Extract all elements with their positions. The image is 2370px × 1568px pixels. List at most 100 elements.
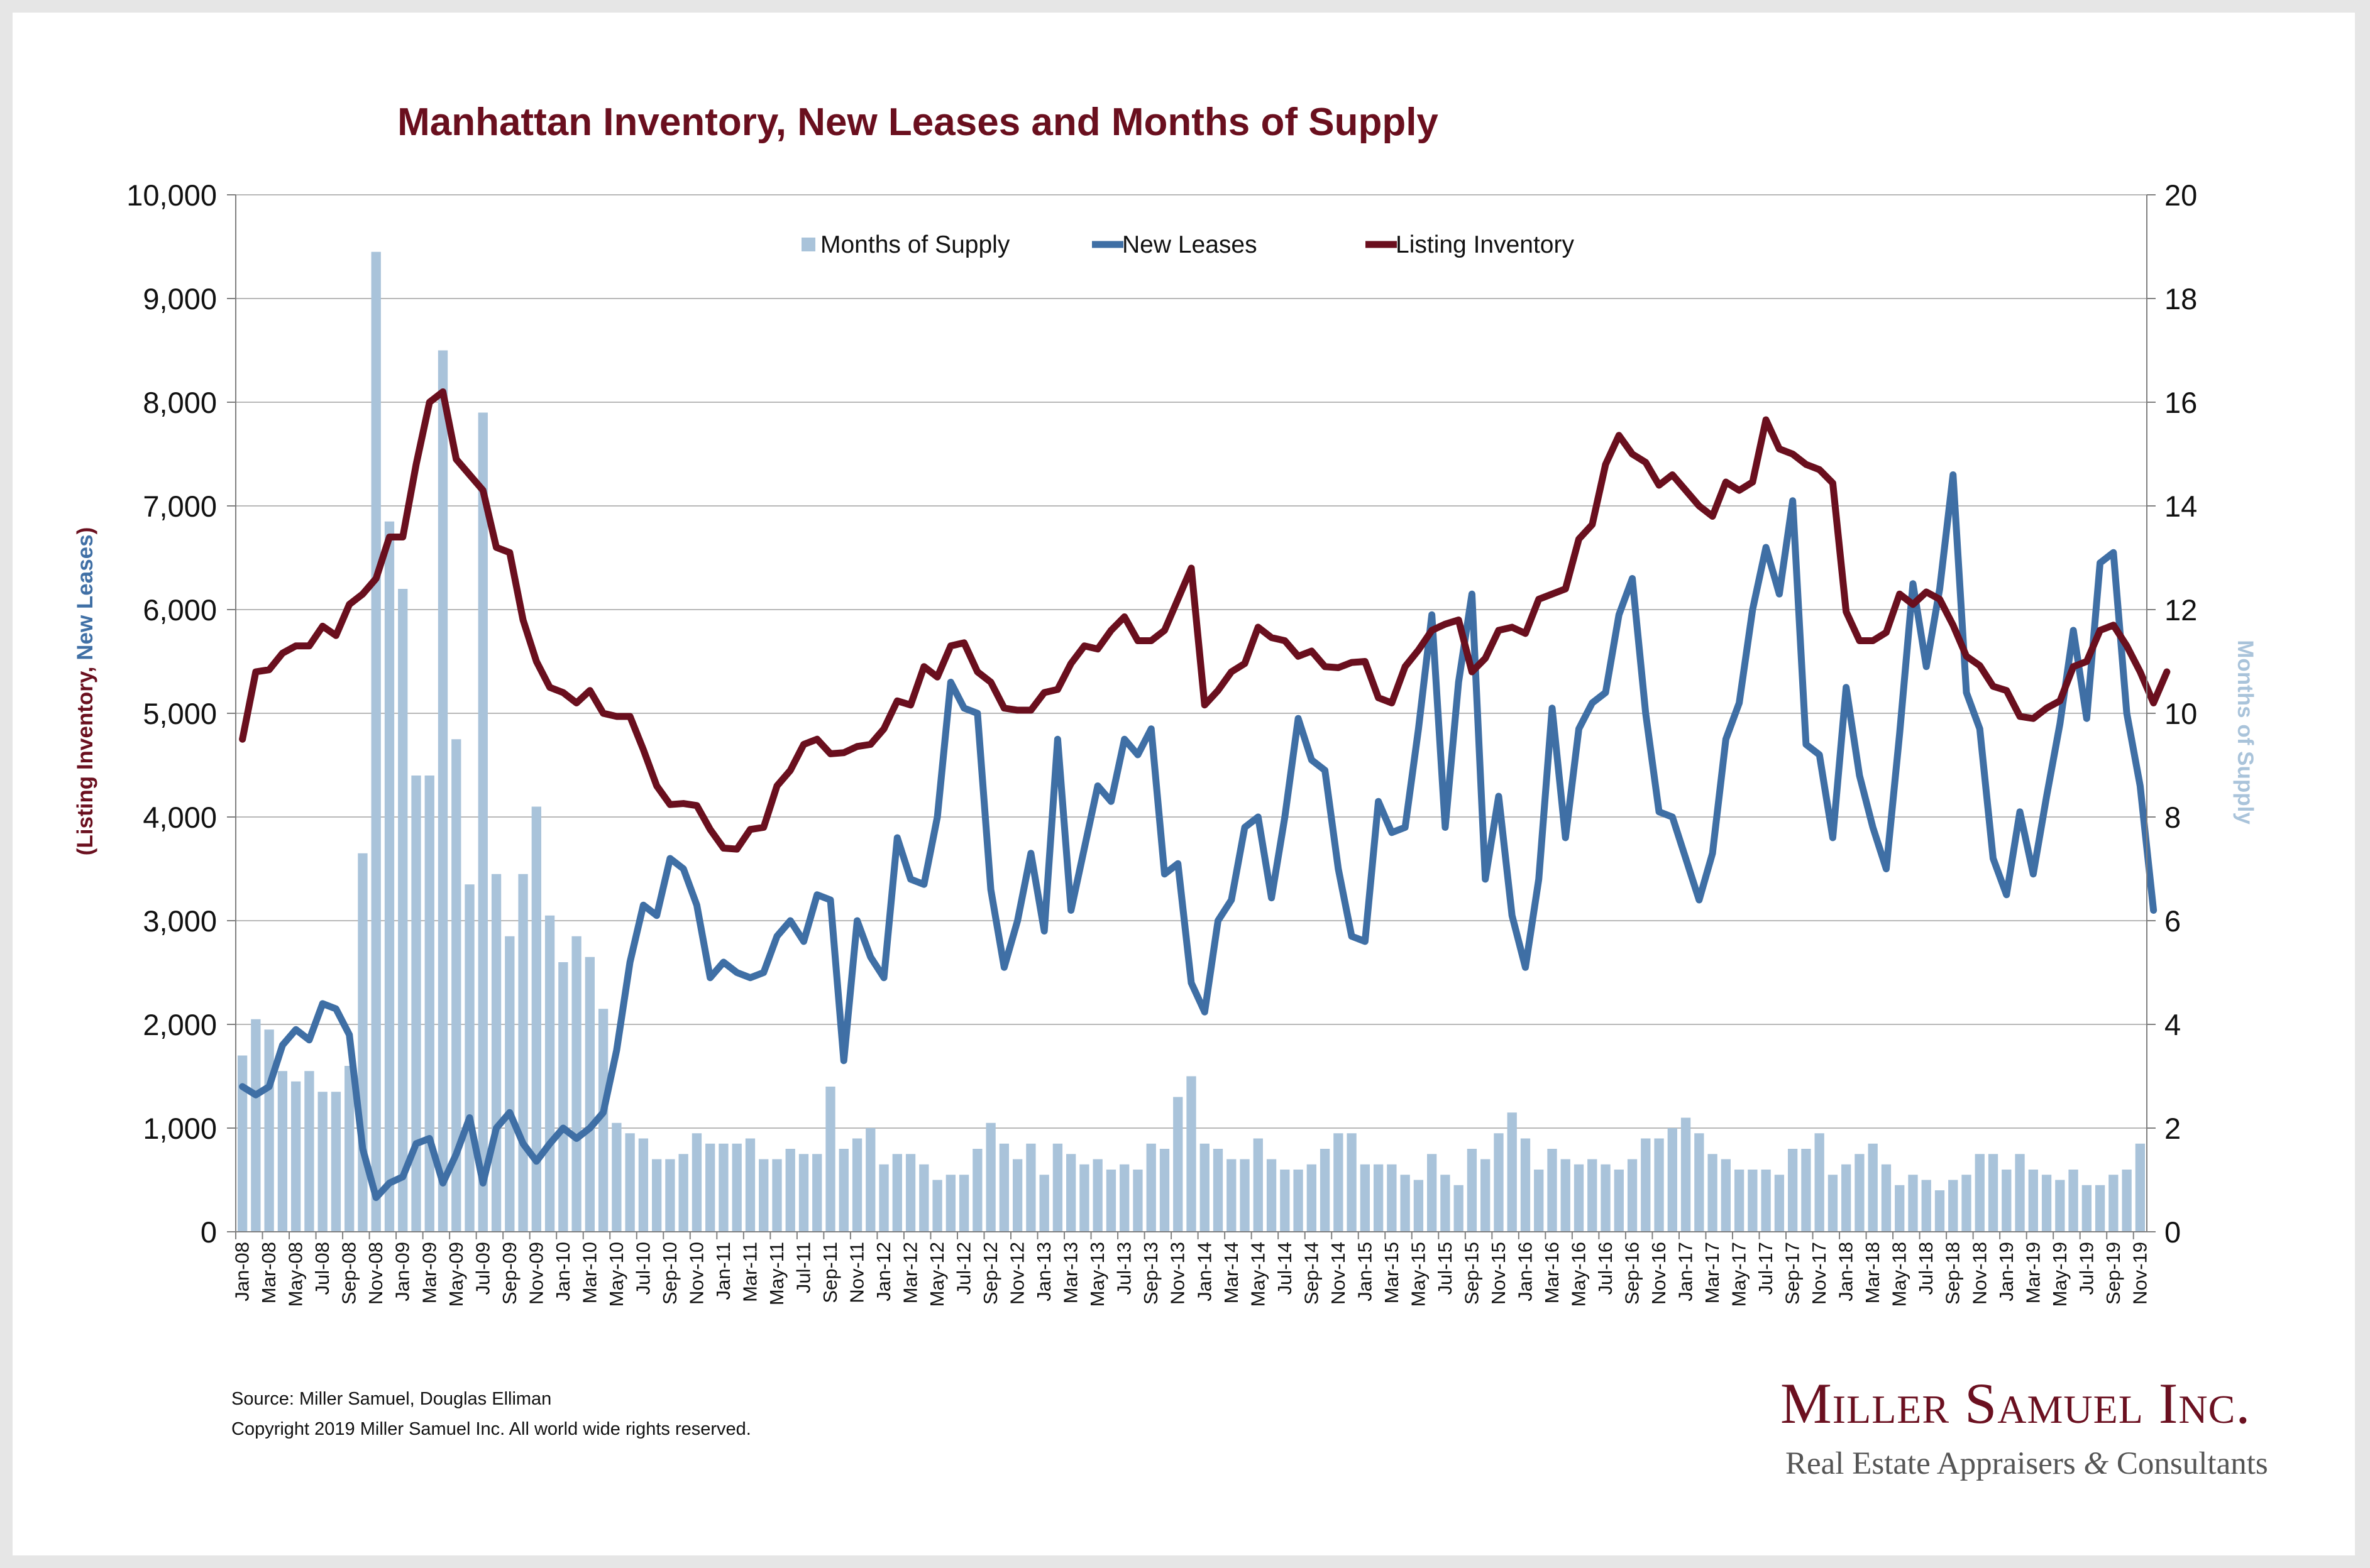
supply-bar <box>1774 1175 1785 1232</box>
supply-bar <box>973 1149 983 1232</box>
supply-bar <box>1280 1170 1290 1232</box>
x-tick-label: Sep-18 <box>1942 1242 1964 1305</box>
supply-bar <box>932 1180 942 1232</box>
y-axis-right-label: Months of Supply <box>2233 640 2257 825</box>
supply-bar <box>264 1029 274 1232</box>
supply-bar <box>585 957 595 1232</box>
supply-bar <box>411 776 421 1232</box>
supply-bar <box>1734 1170 1744 1232</box>
supply-bar <box>1066 1154 1076 1232</box>
x-tick-label: May-09 <box>445 1242 467 1307</box>
x-tick-label: Mar-19 <box>2022 1242 2044 1303</box>
x-tick-label: Mar-12 <box>900 1242 922 1303</box>
supply-bar <box>1507 1112 1517 1232</box>
supply-bar <box>344 1066 355 1232</box>
supply-bar <box>1413 1180 1424 1232</box>
supply-bar <box>825 1087 835 1232</box>
source-note: Source: Miller Samuel, Douglas Elliman <box>231 1389 552 1409</box>
chart-svg: Manhattan Inventory, New Leases and Mont… <box>73 101 2257 1307</box>
x-tick-label: Sep-17 <box>1782 1242 1804 1305</box>
x-tick-label: Sep-14 <box>1300 1242 1322 1305</box>
legend: Months of Supply New Leases Listing Invent… <box>802 231 1574 258</box>
supply-bar <box>1012 1159 1023 1232</box>
supply-bar <box>491 874 502 1232</box>
supply-bar <box>358 853 368 1232</box>
supply-bar <box>2135 1143 2146 1232</box>
supply-bar <box>905 1154 916 1232</box>
supply-bar <box>1841 1164 1851 1232</box>
x-tick-label: May-15 <box>1407 1242 1429 1307</box>
x-tick-label: Sep-08 <box>338 1242 360 1305</box>
supply-bar <box>304 1071 314 1232</box>
supply-bar <box>2055 1180 2065 1232</box>
supply-bar <box>291 1081 301 1232</box>
supply-bar <box>1680 1117 1691 1232</box>
supply-bar <box>798 1154 809 1232</box>
supply-bar <box>1961 1175 1971 1232</box>
y-tick-right-label: 12 <box>2164 593 2197 627</box>
supply-bar <box>1667 1128 1677 1232</box>
y-tick-right-label: 14 <box>2164 490 2197 523</box>
x-tick-label: May-12 <box>926 1242 948 1307</box>
supply-bar <box>1988 1154 1998 1232</box>
x-tick-label: Sep-12 <box>979 1242 1001 1305</box>
x-tick-label: Jul-13 <box>1113 1242 1135 1295</box>
supply-bar <box>1453 1185 1463 1232</box>
y-tick-left-label: 8,000 <box>143 386 217 419</box>
supply-bar <box>1814 1133 1824 1232</box>
x-tick-label: May-17 <box>1728 1242 1750 1307</box>
supply-bar <box>1934 1190 1945 1232</box>
x-tick-label: Sep-16 <box>1621 1242 1643 1305</box>
supply-bar <box>531 806 541 1232</box>
supply-bar <box>612 1122 622 1232</box>
supply-bar <box>745 1138 756 1232</box>
y-tick-left-label: 10,000 <box>126 178 217 212</box>
listing-inventory-line <box>239 388 2171 853</box>
chart-title: Manhattan Inventory, New Leases and Mont… <box>397 101 1438 144</box>
x-tick-label: Jan-17 <box>1675 1242 1697 1302</box>
copyright-note: Copyright 2019 Miller Samuel Inc. All wo… <box>231 1419 751 1439</box>
supply-bar <box>1320 1149 1330 1232</box>
new-leases-line <box>239 471 2158 1202</box>
x-tick-label: Nov-14 <box>1327 1242 1349 1305</box>
y-tick-right-label: 8 <box>2164 801 2181 834</box>
x-tick-label: Mar-09 <box>418 1242 440 1303</box>
supply-bar <box>1213 1149 1223 1232</box>
x-tick-label: Jan-12 <box>873 1242 895 1302</box>
x-tick-label: Nov-18 <box>1968 1242 1990 1305</box>
supply-bar <box>1347 1133 1357 1232</box>
y-tick-left-label: 3,000 <box>143 904 217 938</box>
supply-bar <box>625 1133 635 1232</box>
supply-bar <box>1199 1143 1210 1232</box>
supply-bar <box>1881 1164 1892 1232</box>
supply-bar <box>1306 1164 1316 1232</box>
y-tick-right-label: 18 <box>2164 282 2197 315</box>
supply-bar <box>1534 1170 1544 1232</box>
supply-bar <box>251 1019 261 1232</box>
supply-bar <box>879 1164 889 1232</box>
supply-bar <box>1159 1149 1170 1232</box>
legend-swatch-months-of-supply <box>802 238 815 251</box>
x-tick-label: Sep-19 <box>2102 1242 2124 1305</box>
supply-bar <box>371 251 381 1232</box>
x-tick-label: Jul-09 <box>471 1242 493 1295</box>
supply-bar <box>1748 1170 1758 1232</box>
supply-bar <box>1400 1175 1410 1232</box>
supply-bar <box>1026 1143 1036 1232</box>
supply-bar <box>1601 1164 1611 1232</box>
x-tick-label: May-11 <box>766 1242 788 1305</box>
y-tick-left-label: 5,000 <box>143 697 217 730</box>
months-of-supply-bars <box>237 251 2146 1232</box>
y-tick-right-label: 4 <box>2164 1008 2181 1041</box>
x-tick-label: Jan-09 <box>392 1242 414 1302</box>
supply-bar <box>1654 1138 1664 1232</box>
x-tick-label: May-19 <box>2049 1242 2071 1307</box>
supply-bar <box>892 1154 902 1232</box>
supply-bar <box>317 1092 328 1232</box>
y-tick-right-label: 2 <box>2164 1112 2181 1145</box>
brand-tagline-ampersand: & <box>2083 1446 2109 1481</box>
x-tick-label: Nov-17 <box>1808 1242 1830 1305</box>
supply-bar <box>544 915 555 1232</box>
x-tick-label: Nov-11 <box>846 1242 868 1303</box>
supply-bar <box>465 884 475 1232</box>
